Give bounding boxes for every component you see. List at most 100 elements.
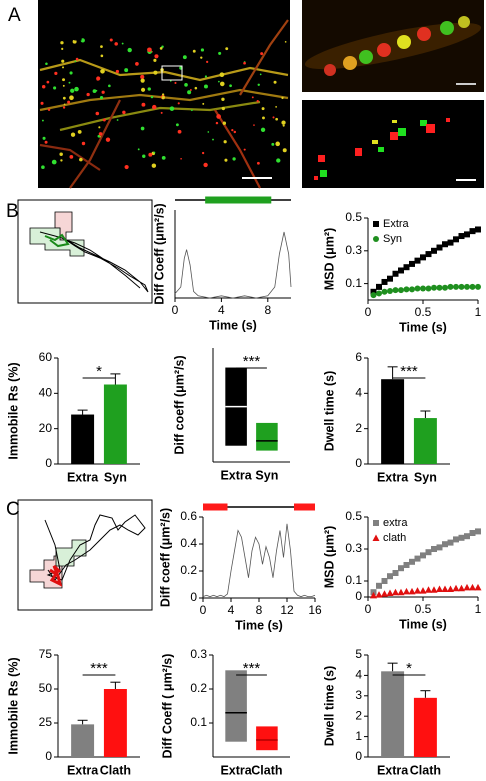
marker (425, 586, 432, 593)
y-tick-label: 0.1 (190, 715, 207, 729)
y-tick-label: 0.3 (345, 541, 362, 555)
marker (452, 584, 460, 592)
punctum (95, 111, 100, 116)
punctum (212, 138, 214, 141)
punctum (40, 101, 44, 105)
punctum (42, 136, 46, 140)
punctum (200, 56, 203, 59)
significance-label: * (406, 660, 412, 677)
marker (381, 278, 388, 285)
marker (447, 585, 454, 592)
marker (447, 539, 454, 546)
punctum (260, 52, 264, 56)
punctum (275, 141, 280, 147)
marker (436, 585, 443, 592)
marker (469, 530, 476, 536)
y-axis-title: Diff coeff (μm²/s) (172, 355, 186, 454)
punctum (251, 96, 254, 99)
y-tick-label: 0 (190, 590, 197, 604)
segmented-puncta (314, 118, 450, 180)
punctum (41, 119, 44, 122)
legend-label: Extra (383, 218, 410, 230)
y-axis-title: Immobile Rs (%) (6, 657, 20, 754)
marker (458, 233, 465, 240)
punctum (154, 54, 159, 59)
trace (202, 523, 316, 598)
marker (381, 578, 388, 584)
y-tick-label: 0.4 (180, 536, 197, 550)
x-tick-label: 4 (228, 603, 235, 617)
x-tick-label: 12 (280, 603, 294, 617)
punctum (140, 87, 146, 92)
marker (458, 283, 465, 290)
y-tick-label: 0.5 (345, 210, 362, 224)
box (256, 422, 278, 451)
punctum (108, 84, 111, 88)
punctum (201, 151, 205, 155)
x-tick-label: 0 (200, 603, 207, 617)
marker (370, 288, 377, 295)
marker (409, 286, 415, 293)
y-tick-label: 25 (39, 715, 53, 729)
punctum (101, 90, 105, 94)
marker (409, 558, 415, 565)
marker (386, 589, 394, 596)
marker (464, 283, 470, 290)
punctum (142, 154, 146, 158)
marker (387, 573, 393, 580)
punctum (99, 96, 104, 100)
panel-label: A (8, 5, 21, 26)
punctum (100, 68, 105, 74)
significance-label: *** (243, 353, 261, 370)
punctum (219, 81, 225, 87)
box (225, 670, 247, 742)
punctum (174, 81, 177, 84)
marker (447, 283, 454, 290)
punctum (61, 66, 65, 69)
punctum (229, 84, 232, 88)
y-axis-title: Diff Coeff ( μm²/s) (160, 654, 174, 759)
y-tick-label: 0.2 (190, 681, 207, 695)
punctum (192, 49, 196, 53)
state-segment (205, 196, 272, 204)
x-tick-label: 0.5 (415, 305, 432, 319)
punctum (215, 121, 219, 125)
punctum (60, 159, 63, 162)
punctum (275, 117, 278, 121)
punctum (225, 47, 229, 51)
punctum (140, 126, 145, 131)
x-tick-label: 8 (264, 303, 271, 317)
punctum (219, 72, 225, 78)
punctum (45, 62, 48, 66)
punctum (190, 109, 193, 112)
marker (420, 254, 426, 261)
punctum (98, 126, 101, 129)
marker (414, 555, 421, 562)
marker (442, 241, 448, 248)
punctum (222, 121, 227, 125)
punctum (86, 92, 90, 97)
y-tick-label: 0 (355, 589, 362, 603)
punctum (153, 70, 158, 75)
punctum (253, 124, 255, 126)
marker (387, 275, 393, 282)
y-tick-label: 0 (355, 456, 362, 470)
marker (408, 587, 416, 595)
trajectory-c (17, 499, 153, 611)
marker (474, 583, 482, 591)
marker (392, 588, 399, 596)
punctum (177, 102, 180, 105)
punctum (189, 89, 192, 91)
punctum (96, 77, 100, 81)
bar (71, 724, 95, 757)
marker (431, 247, 437, 254)
punctum (218, 51, 222, 55)
y-tick-label: 3 (355, 688, 362, 702)
marker (458, 534, 465, 541)
marker (420, 285, 426, 292)
marker (425, 251, 432, 258)
y-tick-label: 1 (355, 729, 362, 743)
punctum (68, 81, 71, 84)
punctum (140, 74, 145, 80)
marker (403, 587, 410, 595)
